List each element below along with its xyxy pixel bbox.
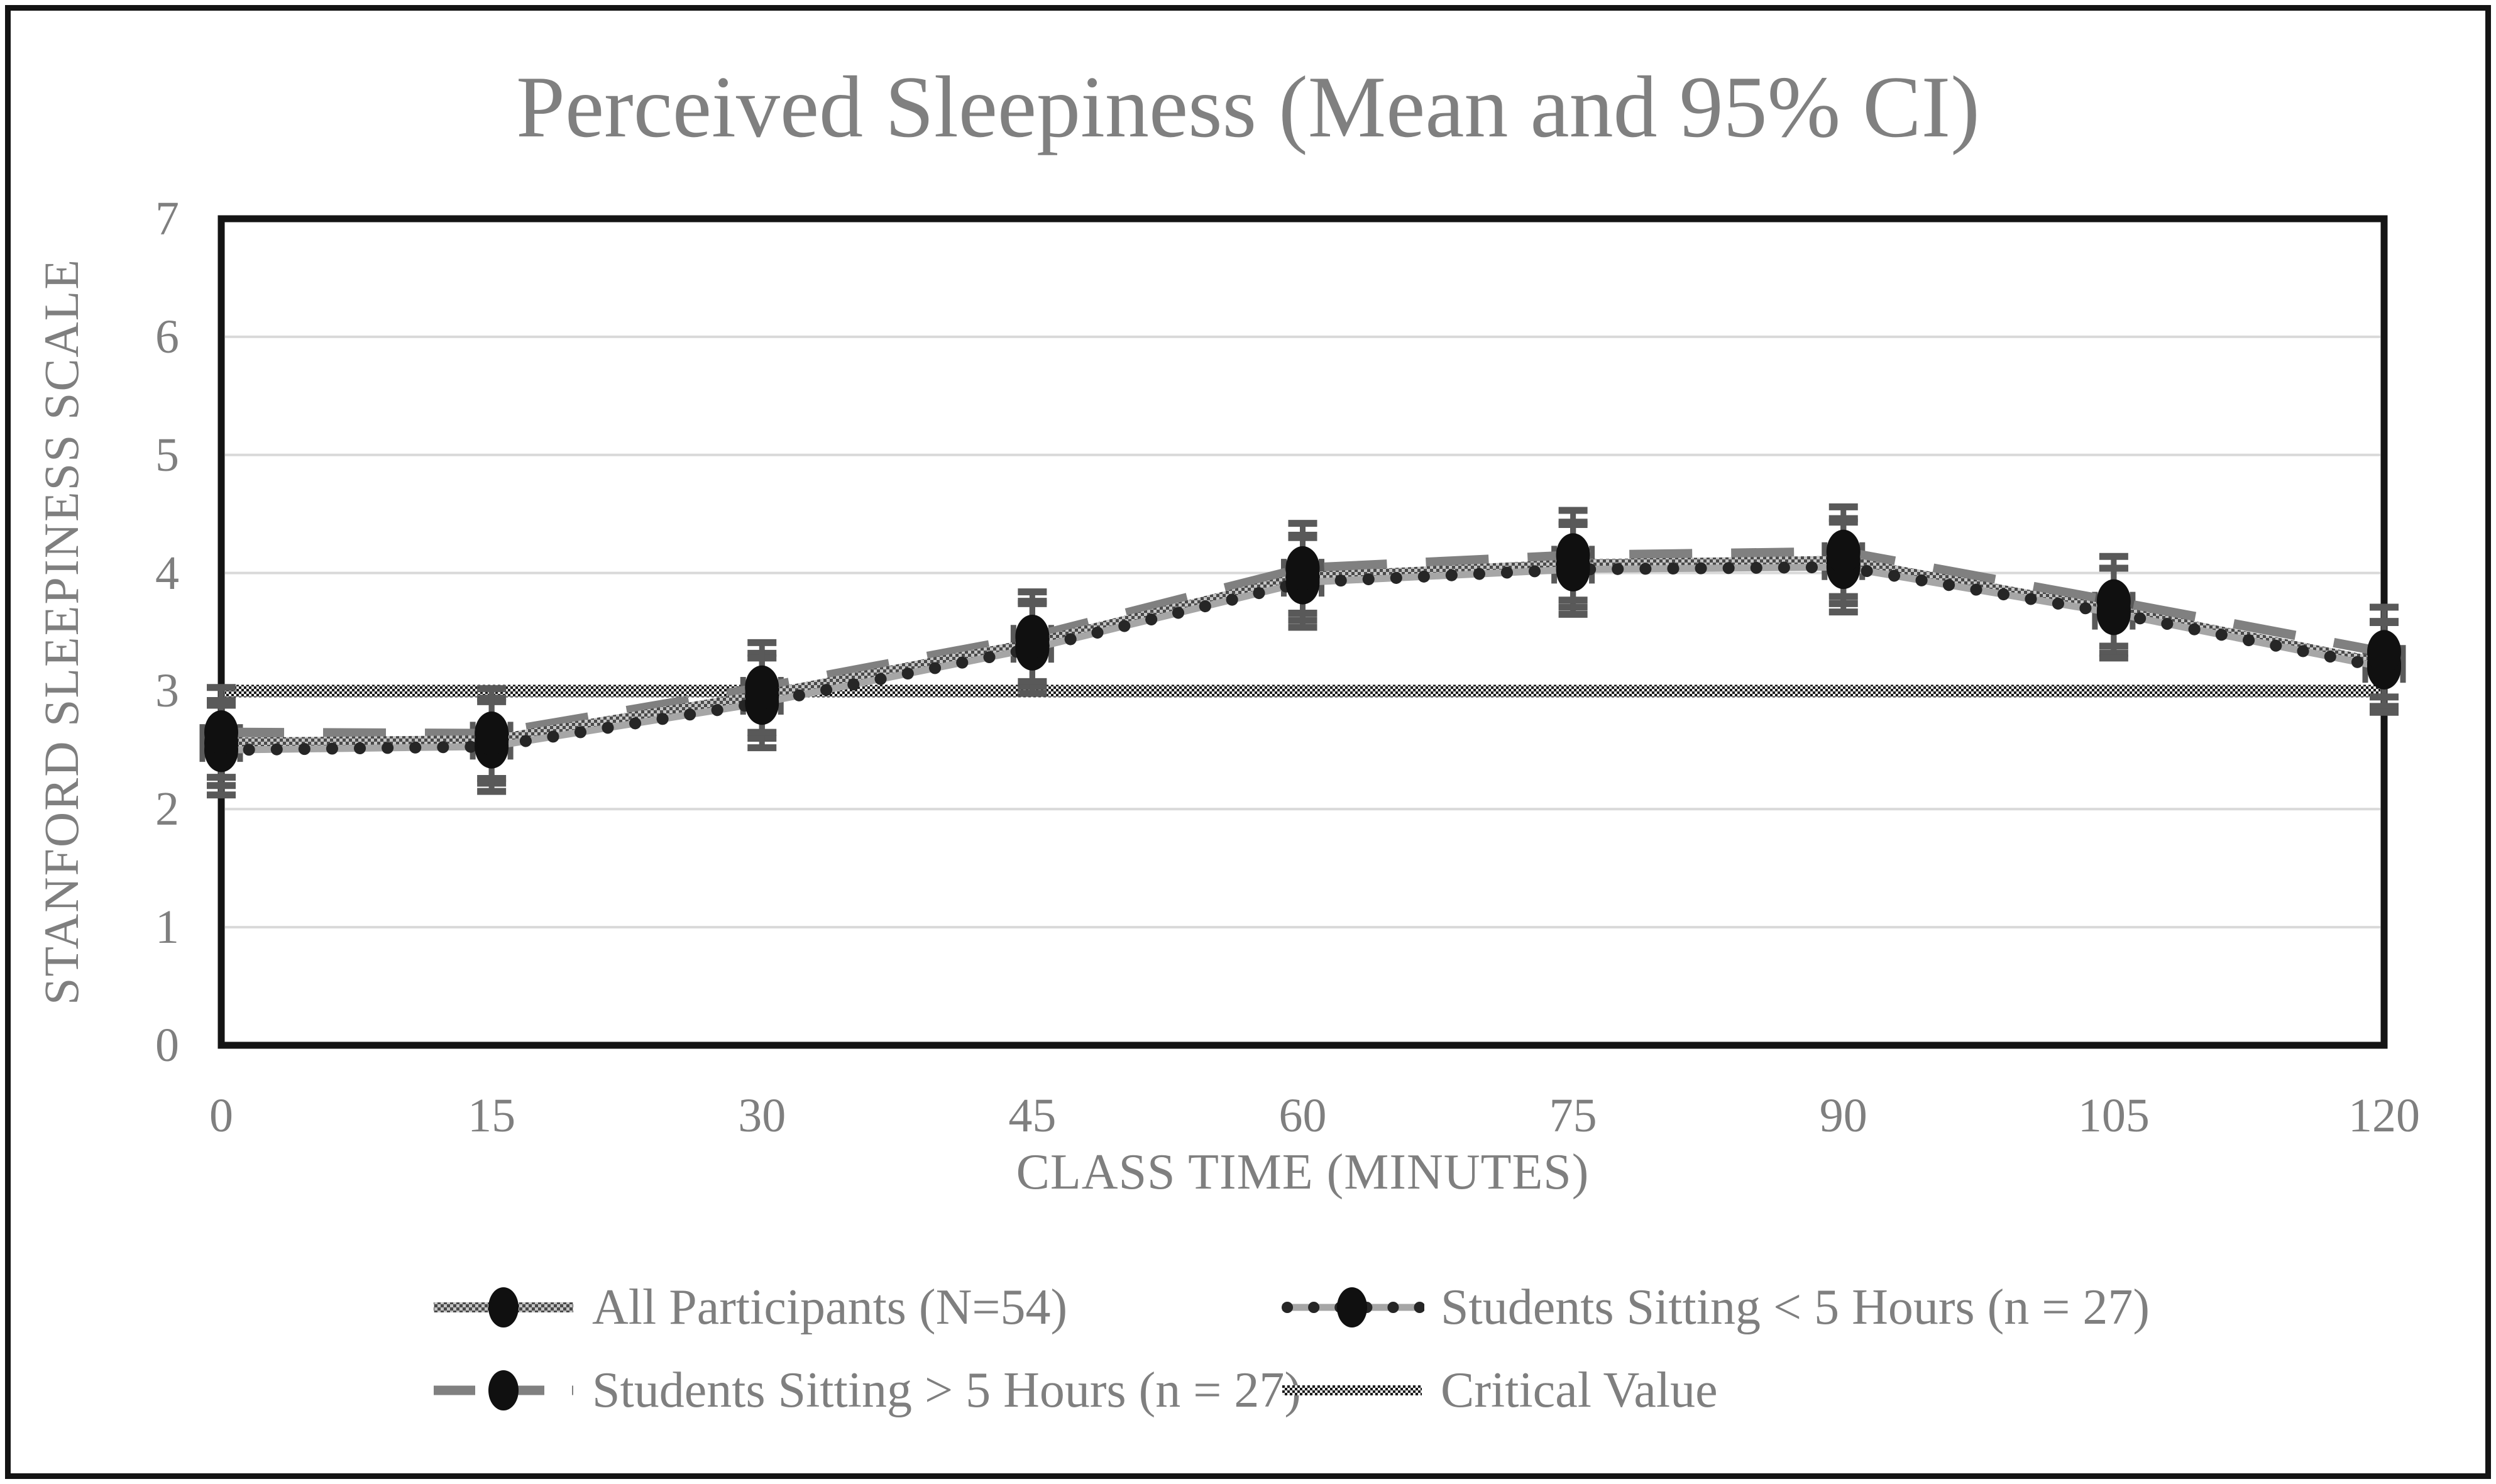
legend-item-students-gt5-hours: Students Sitting > 5 Hours (n = 27): [431, 1353, 1301, 1428]
data-point-marker: [1556, 533, 1590, 578]
legend-item-critical-value: Critical Value: [1280, 1353, 1718, 1428]
y-tick-label: 1: [155, 901, 179, 954]
x-tick-label: 60: [1278, 1089, 1327, 1142]
data-point-marker: [1015, 615, 1050, 659]
data-point-marker: [1826, 529, 1861, 574]
y-tick-label: 4: [155, 546, 179, 600]
plot-frame: [217, 215, 2388, 1049]
data-point-marker: [2096, 579, 2131, 624]
y-tick-label: 2: [155, 783, 179, 836]
legend-sample-textured-line-icon: [434, 1287, 573, 1327]
data-point-marker: [204, 710, 238, 755]
y-tick-label: 7: [155, 192, 179, 245]
data-point-marker: [2367, 630, 2401, 674]
x-tick-label: 30: [738, 1089, 786, 1142]
legend-label: Students Sitting > 5 Hours (n = 27): [592, 1362, 1302, 1418]
chart-title: Perceived Sleepiness (Mean and 95% CI): [516, 58, 1980, 156]
x-tick-label: 105: [2077, 1089, 2150, 1142]
y-tick-label: 5: [155, 428, 179, 481]
x-tick-label: 0: [209, 1089, 233, 1142]
x-tick-label: 15: [468, 1089, 516, 1142]
critical-value-line: [225, 684, 2380, 698]
legend-label: All Participants (N=54): [592, 1279, 1068, 1335]
series-line-lt5-dots: [215, 561, 2390, 756]
critical-value-band: [225, 684, 2380, 698]
legend-item-all-participants: All Participants (N=54): [431, 1270, 1067, 1345]
y-tick-label: 6: [155, 310, 179, 363]
data-point-marker: [1285, 546, 1320, 591]
series-line-gt5-dashed: [221, 547, 2385, 739]
legend-label: Critical Value: [1441, 1362, 1718, 1418]
plot-border: [217, 215, 2388, 1049]
x-tick-label: 90: [1819, 1089, 1867, 1142]
legend-item-students-lt5-hours: Students Sitting < 5 Hours (n = 27): [1280, 1270, 2150, 1345]
data-point-markers: [204, 529, 2401, 772]
legend-label: Students Sitting < 5 Hours (n = 27): [1441, 1279, 2150, 1335]
y-tick-label: 0: [155, 1019, 179, 1072]
gridlines: [225, 335, 2380, 929]
figure-border: [5, 5, 2491, 1479]
legend-sample-dashed-line-icon: [434, 1370, 573, 1410]
data-point-marker: [745, 665, 779, 710]
legend-sample-dotted-line-icon: [1282, 1287, 1424, 1327]
y-tick-label: 3: [155, 664, 179, 718]
data-point-marker: [475, 712, 509, 756]
x-axis-title: CLASS TIME (MINUTES): [1016, 1145, 1590, 1200]
x-tick-label: 45: [1008, 1089, 1057, 1142]
x-tick-label: 120: [2348, 1089, 2420, 1142]
x-tick-label: 75: [1549, 1089, 1597, 1142]
legend-sample-critical-line-icon: [1282, 1385, 1422, 1395]
